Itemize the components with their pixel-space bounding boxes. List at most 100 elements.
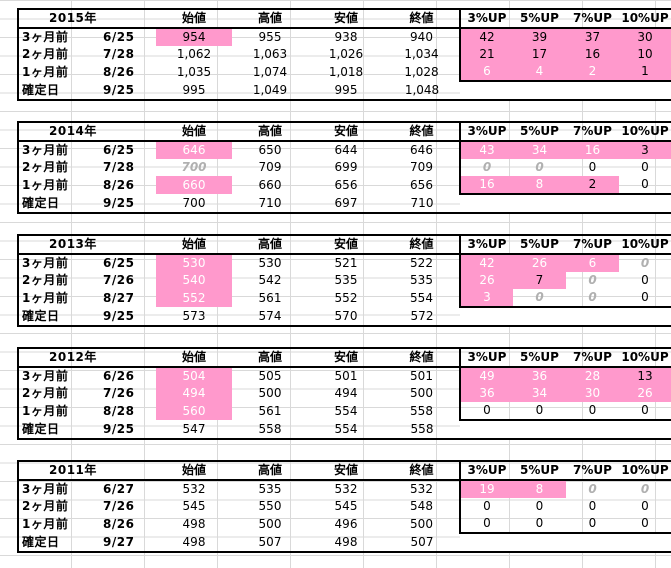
price-cell: 498	[182, 534, 206, 549]
column-header: 終値	[409, 350, 434, 364]
up-count-cell: 42	[459, 28, 513, 46]
column-header: 安値	[333, 11, 358, 25]
up-count-cell: 1	[619, 63, 671, 82]
price-cell: 505	[258, 369, 282, 383]
price-cell: 646	[156, 141, 232, 159]
table-row: 1ヶ月前 8/26 1,035 1,074 1,018 1,028 6 4 2 1	[18, 63, 671, 82]
price-cell: 660	[156, 176, 232, 194]
up-count-cell: 0	[619, 176, 671, 195]
price-cell: 558	[410, 421, 434, 436]
price-cell: 1,035	[176, 64, 212, 79]
price-cell: 532	[410, 482, 433, 496]
row-label: 1ヶ月前	[22, 290, 69, 305]
column-header: 10%UP	[621, 11, 669, 25]
up-count-cell: 0	[566, 515, 619, 534]
row-label: 1ヶ月前	[22, 516, 69, 531]
price-cell: 561	[258, 403, 282, 418]
price-cell: 500	[258, 516, 282, 531]
price-cell: 548	[410, 499, 433, 513]
column-header: 7%UP	[573, 350, 612, 364]
row-date: 7/28	[103, 47, 135, 61]
up-count-cell: 19	[459, 480, 513, 498]
up-count-cell: 16	[459, 176, 513, 195]
empty-cell	[619, 194, 671, 213]
header-row: 2012年 始値 高値 安値 終値 3%UP 5%UP 7%UP 10%UP	[18, 348, 671, 367]
up-count-cell: 0	[619, 498, 671, 515]
column-header: 高値	[257, 350, 282, 364]
up-count-cell: 0	[459, 498, 513, 515]
table-row: 確定日 9/25 547 558 554 558	[18, 420, 671, 439]
price-cell: 644	[334, 143, 358, 157]
table-row: 3ヶ月前 6/26 504 505 501 501 49 36 28 13	[18, 367, 671, 385]
empty-cell	[619, 533, 671, 552]
up-count-cell: 49	[459, 367, 513, 385]
price-cell: 561	[258, 290, 282, 305]
price-cell: 532	[334, 482, 358, 496]
table-row: 1ヶ月前 8/26 660 660 656 656 16 8 2 0	[18, 176, 671, 195]
price-cell: 954	[156, 28, 232, 46]
empty-cell	[460, 420, 513, 439]
table-row: 1ヶ月前 8/26 498 500 496 500 0 0 0 0	[18, 515, 671, 534]
up-count-cell: 0	[566, 402, 619, 421]
price-cell: 500	[410, 386, 433, 400]
up-count-cell: 0	[535, 499, 544, 513]
table-row: 確定日 9/25 573 574 570 572	[18, 307, 671, 326]
row-date: 9/25	[103, 82, 135, 97]
year-block: 2011年 始値 高値 安値 終値 3%UP 5%UP 7%UP 10%UP 3ヶ月前 6/27 53…	[17, 460, 671, 553]
empty-cell	[619, 81, 671, 100]
column-header: 3%UP	[459, 9, 513, 28]
up-count-cell: 8	[513, 176, 566, 195]
column-header: 終値	[409, 124, 434, 138]
price-cell: 940	[410, 30, 433, 44]
column-header: 高値	[257, 124, 282, 138]
price-cell: 507	[410, 534, 434, 549]
up-count-cell: 2	[566, 63, 619, 82]
up-count-cell: 36	[513, 367, 566, 385]
table-row: 2ヶ月前 7/26 494 500 494 500 36 34 30 26	[18, 385, 671, 402]
table-row: 2ヶ月前 7/28 1,062 1,063 1,026 1,034 21 17 16 10	[18, 46, 671, 63]
up-count-cell: 0	[513, 515, 566, 534]
price-cell: 710	[258, 195, 282, 210]
column-header: 5%UP	[520, 237, 559, 251]
up-count-cell: 0	[459, 402, 513, 421]
price-cell: 494	[156, 385, 232, 402]
up-count-cell: 0	[619, 159, 671, 176]
empty-cell	[619, 420, 671, 439]
column-header: 3%UP	[459, 122, 513, 141]
column-header: 始値	[181, 350, 206, 364]
header-row: 2014年 始値 高値 安値 終値 3%UP 5%UP 7%UP 10%UP	[18, 122, 671, 141]
table-row: 3ヶ月前 6/27 532 535 532 532 19 8 0 0	[18, 480, 671, 498]
row-label: 1ヶ月前	[22, 64, 69, 79]
empty-cell	[460, 194, 513, 213]
up-count-cell: 0	[513, 402, 566, 421]
price-cell: 699	[334, 160, 358, 174]
empty-cell	[513, 81, 566, 100]
row-date: 8/27	[103, 290, 135, 305]
price-cell: 521	[334, 256, 358, 270]
table-row: 1ヶ月前 8/28 560 561 554 558 0 0 0 0	[18, 402, 671, 421]
empty-cell	[513, 194, 566, 213]
up-count-cell: 0	[459, 515, 513, 534]
up-count-cell: 30	[566, 385, 619, 402]
price-cell: 540	[156, 272, 232, 289]
up-count-cell: 0	[619, 402, 671, 421]
price-cell: 995	[334, 82, 358, 97]
price-cell: 545	[334, 499, 358, 513]
up-count-cell: 42	[459, 254, 513, 272]
price-cell: 646	[410, 143, 433, 157]
price-cell: 574	[258, 308, 282, 323]
row-label: 2ヶ月前	[22, 160, 69, 174]
price-cell: 656	[410, 177, 433, 192]
price-cell: 532	[182, 482, 206, 496]
year-table: 2014年 始値 高値 安値 終値 3%UP 5%UP 7%UP 10%UP 3ヶ月前 6/25 64…	[17, 121, 671, 214]
row-date: 6/27	[103, 482, 135, 496]
up-count-cell: 26	[619, 385, 671, 402]
header-row: 2013年 始値 高値 安値 終値 3%UP 5%UP 7%UP 10%UP	[18, 235, 671, 254]
price-cell: 507	[258, 534, 282, 549]
price-cell: 709	[410, 160, 433, 174]
up-count-cell: 0	[588, 273, 597, 287]
price-cell: 552	[156, 289, 232, 307]
row-label: 確定日	[22, 534, 60, 549]
price-cell: 522	[410, 256, 433, 270]
year-title: 2015年	[49, 11, 97, 25]
